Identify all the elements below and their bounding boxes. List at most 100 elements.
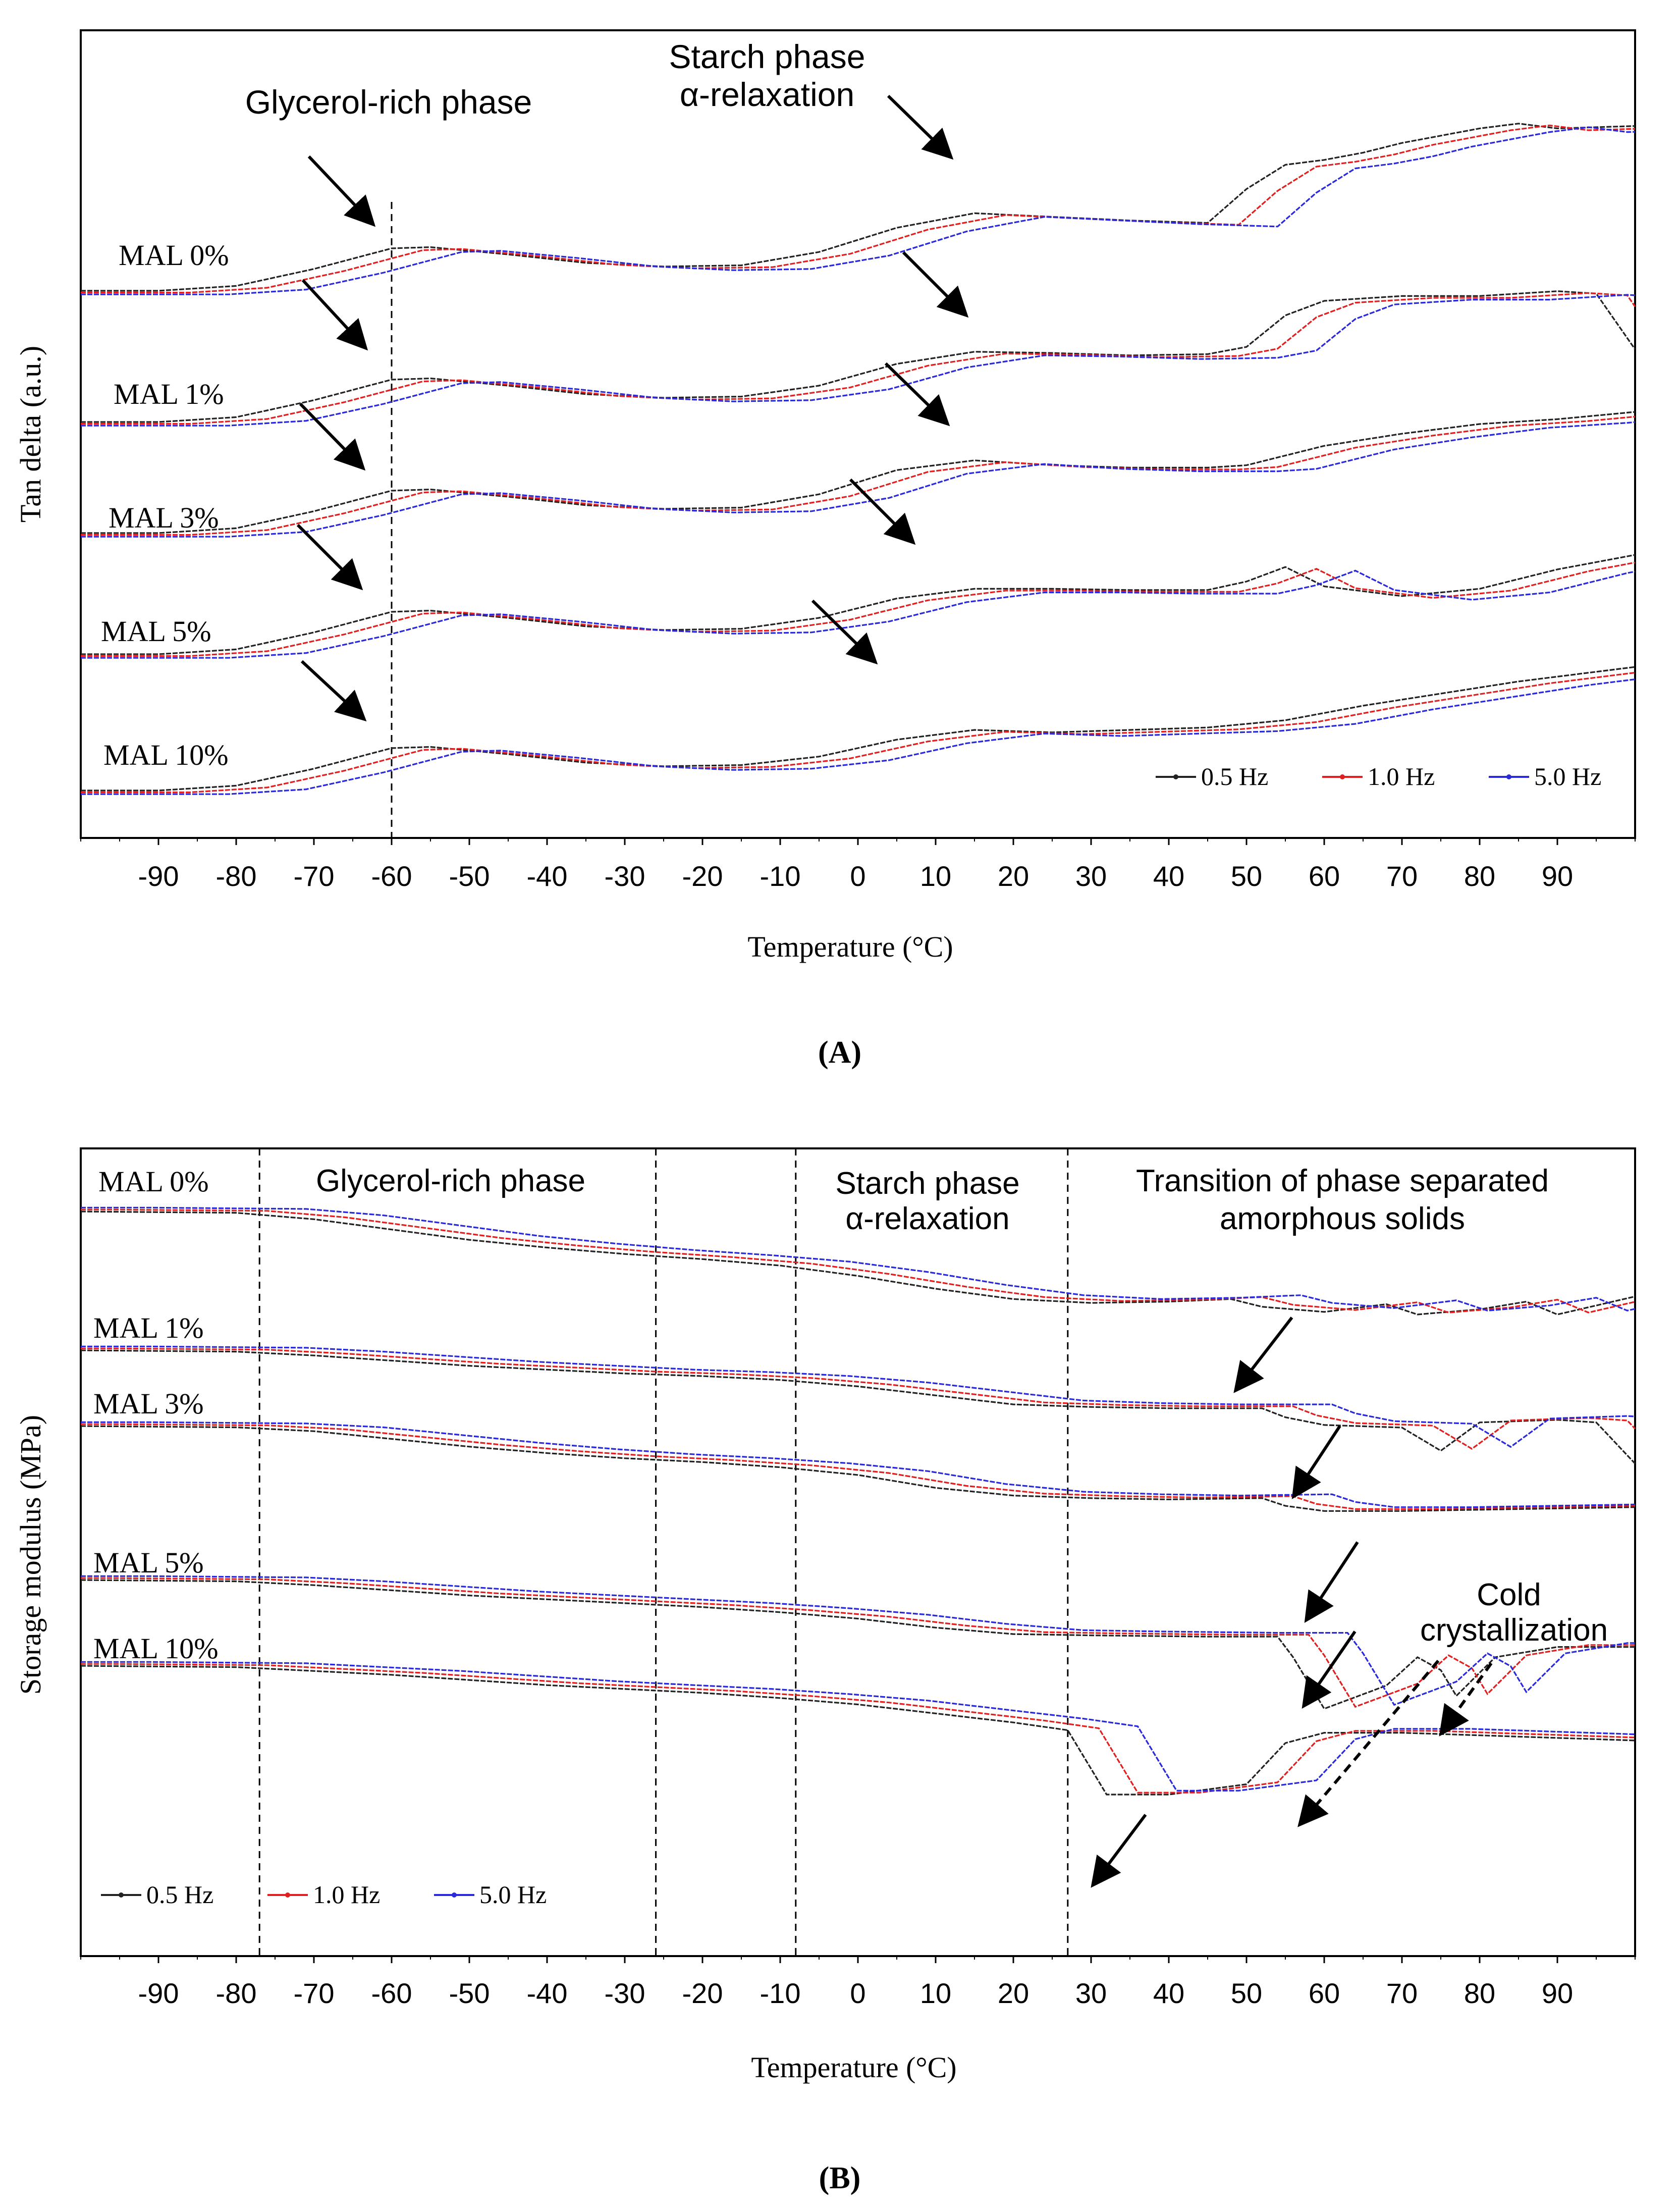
x-tick-label: 30 <box>1075 860 1107 892</box>
x-tick-label: -70 <box>294 860 335 892</box>
x-tick-label: 90 <box>1542 860 1573 892</box>
sample-label: MAL 3% <box>109 501 219 534</box>
sample-label: MAL 3% <box>93 1387 204 1420</box>
legend-label: 1.0 Hz <box>313 1880 380 1909</box>
legend-item-0.5hz: 0.5 Hz <box>101 1880 213 1909</box>
series-line <box>81 292 1636 425</box>
x-tick-label: -90 <box>138 1977 179 2009</box>
arrow <box>902 251 969 318</box>
arrow <box>1091 1814 1147 1888</box>
x-tick-label: -60 <box>371 1977 412 2009</box>
x-tick-label: 30 <box>1075 1977 1107 2009</box>
arrow <box>300 660 367 722</box>
panel-b-frame <box>80 1147 1636 1957</box>
arrow <box>301 279 368 351</box>
x-tick-label: -60 <box>371 860 412 892</box>
x-tick-label: 60 <box>1309 1977 1340 2009</box>
panel-a-label: (A) <box>818 1035 861 1070</box>
legend: 0.5 Hz 1.0 Hz 5.0 Hz <box>101 1880 547 1909</box>
x-tick-label: -10 <box>760 860 801 892</box>
x-tick-label: 40 <box>1153 1977 1184 2009</box>
series-line <box>81 411 1636 534</box>
legend-marker <box>1173 774 1178 779</box>
x-tick-label: 0 <box>850 1977 865 2009</box>
series-line <box>81 1208 1636 1313</box>
x-tick-label: -30 <box>605 1977 645 2009</box>
arrow <box>1291 1425 1341 1500</box>
transition-region-label-line2: amorphous solids <box>1220 1201 1465 1236</box>
series-line <box>80 1425 1636 1512</box>
arrow <box>1233 1317 1293 1393</box>
panel-a-x-axis-label: Temperature (°C) <box>747 930 953 963</box>
x-tick-label: 90 <box>1542 1977 1573 2009</box>
legend-label: 5.0 Hz <box>479 1880 547 1909</box>
panel-a-tick-marks <box>80 838 1636 845</box>
sample-label: MAL 1% <box>114 378 224 410</box>
series-line <box>81 294 1636 427</box>
arrow <box>884 362 950 427</box>
x-tick-label: -20 <box>682 1977 723 2009</box>
starch-phase-label: Starch phase <box>669 38 865 75</box>
series-line <box>81 1206 1636 1311</box>
legend-label: 0.5 Hz <box>1201 762 1268 791</box>
x-tick-label: 20 <box>998 1977 1029 2009</box>
series-line <box>81 1345 1636 1448</box>
sample-label: MAL 0% <box>98 1165 209 1198</box>
legend-label: 1.0 Hz <box>1368 762 1435 791</box>
series-line <box>81 1577 1635 1708</box>
legend-item-0.5hz: 0.5 Hz <box>1156 762 1268 791</box>
panel-b-y-axis-label: Storage modulus (MPa) <box>14 1415 47 1695</box>
alpha-relaxation-label: α-relaxation <box>680 76 854 113</box>
legend-label: 0.5 Hz <box>146 1880 213 1909</box>
legend-marker <box>119 1892 124 1898</box>
panel-b-label: (B) <box>819 2161 861 2195</box>
series-line <box>81 123 1636 292</box>
legend-marker <box>1340 774 1345 779</box>
cold-crystallization-label-line2: crystallization <box>1420 1613 1608 1648</box>
x-tick-label: 0 <box>850 860 865 892</box>
legend-item-5.0hz: 5.0 Hz <box>1489 762 1601 791</box>
starch-phase-region-label: Starch phase <box>835 1166 1019 1201</box>
dashed-arrow <box>1297 1660 1440 1827</box>
x-tick-label: -80 <box>216 860 257 892</box>
panel-b-tick-marks <box>80 1956 1636 1963</box>
panel-b: -90 -80 -70 -60 -50 -40 -30 -20 -10 0 10 20 30 40 50 60… <box>14 1147 1636 2195</box>
x-tick-label: -90 <box>138 860 179 892</box>
x-tick-label: 70 <box>1386 860 1418 892</box>
series-line <box>81 1347 1636 1450</box>
x-tick-label: -20 <box>682 860 723 892</box>
arrow <box>811 599 878 665</box>
x-tick-label: 80 <box>1464 860 1495 892</box>
legend-marker <box>285 1892 290 1898</box>
legend: 0.5 Hz 1.0 Hz 5.0 Hz <box>1156 762 1601 791</box>
series-line <box>81 421 1636 538</box>
panel-a: -90 -80 -70 -60 -50 -40 -30 -20 -10 0 10 20 30 40 50 60… <box>14 29 1636 1070</box>
x-tick-label: 40 <box>1153 860 1184 892</box>
series-line <box>81 666 1636 792</box>
glycerol-rich-phase-label: Glycerol-rich phase <box>245 83 532 121</box>
series-line <box>81 1423 1636 1510</box>
series-line <box>80 1349 1636 1464</box>
cold-crystallization-label-line1: Cold <box>1477 1577 1541 1612</box>
arrow <box>1304 1541 1359 1623</box>
x-tick-label: -70 <box>294 1977 335 2009</box>
x-tick-label: -40 <box>527 1977 568 2009</box>
x-tick-label: 20 <box>998 860 1029 892</box>
sample-label: MAL 0% <box>119 239 229 272</box>
series-line <box>81 1661 1636 1792</box>
arrow <box>1302 1630 1357 1709</box>
series-line <box>81 1663 1636 1794</box>
panel-b-sample-labels: MAL 0% MAL 1% MAL 3% MAL 5% MAL 10% <box>93 1165 219 1665</box>
legend-label: 5.0 Hz <box>1534 762 1601 791</box>
panel-b-curves <box>80 1206 1636 1796</box>
x-tick-label: -80 <box>216 1977 257 2009</box>
series-line <box>81 126 1636 295</box>
sample-label: MAL 5% <box>101 615 211 648</box>
series-line <box>81 1421 1636 1508</box>
series-line <box>80 1579 1635 1710</box>
transition-region-label-line1: Transition of phase separated <box>1136 1164 1549 1198</box>
legend-marker <box>1506 774 1511 779</box>
panel-b-x-axis-label: Temperature (°C) <box>751 2051 956 2084</box>
x-tick-label: 50 <box>1231 1977 1262 2009</box>
panel-b-arrows <box>1091 1317 1493 1888</box>
